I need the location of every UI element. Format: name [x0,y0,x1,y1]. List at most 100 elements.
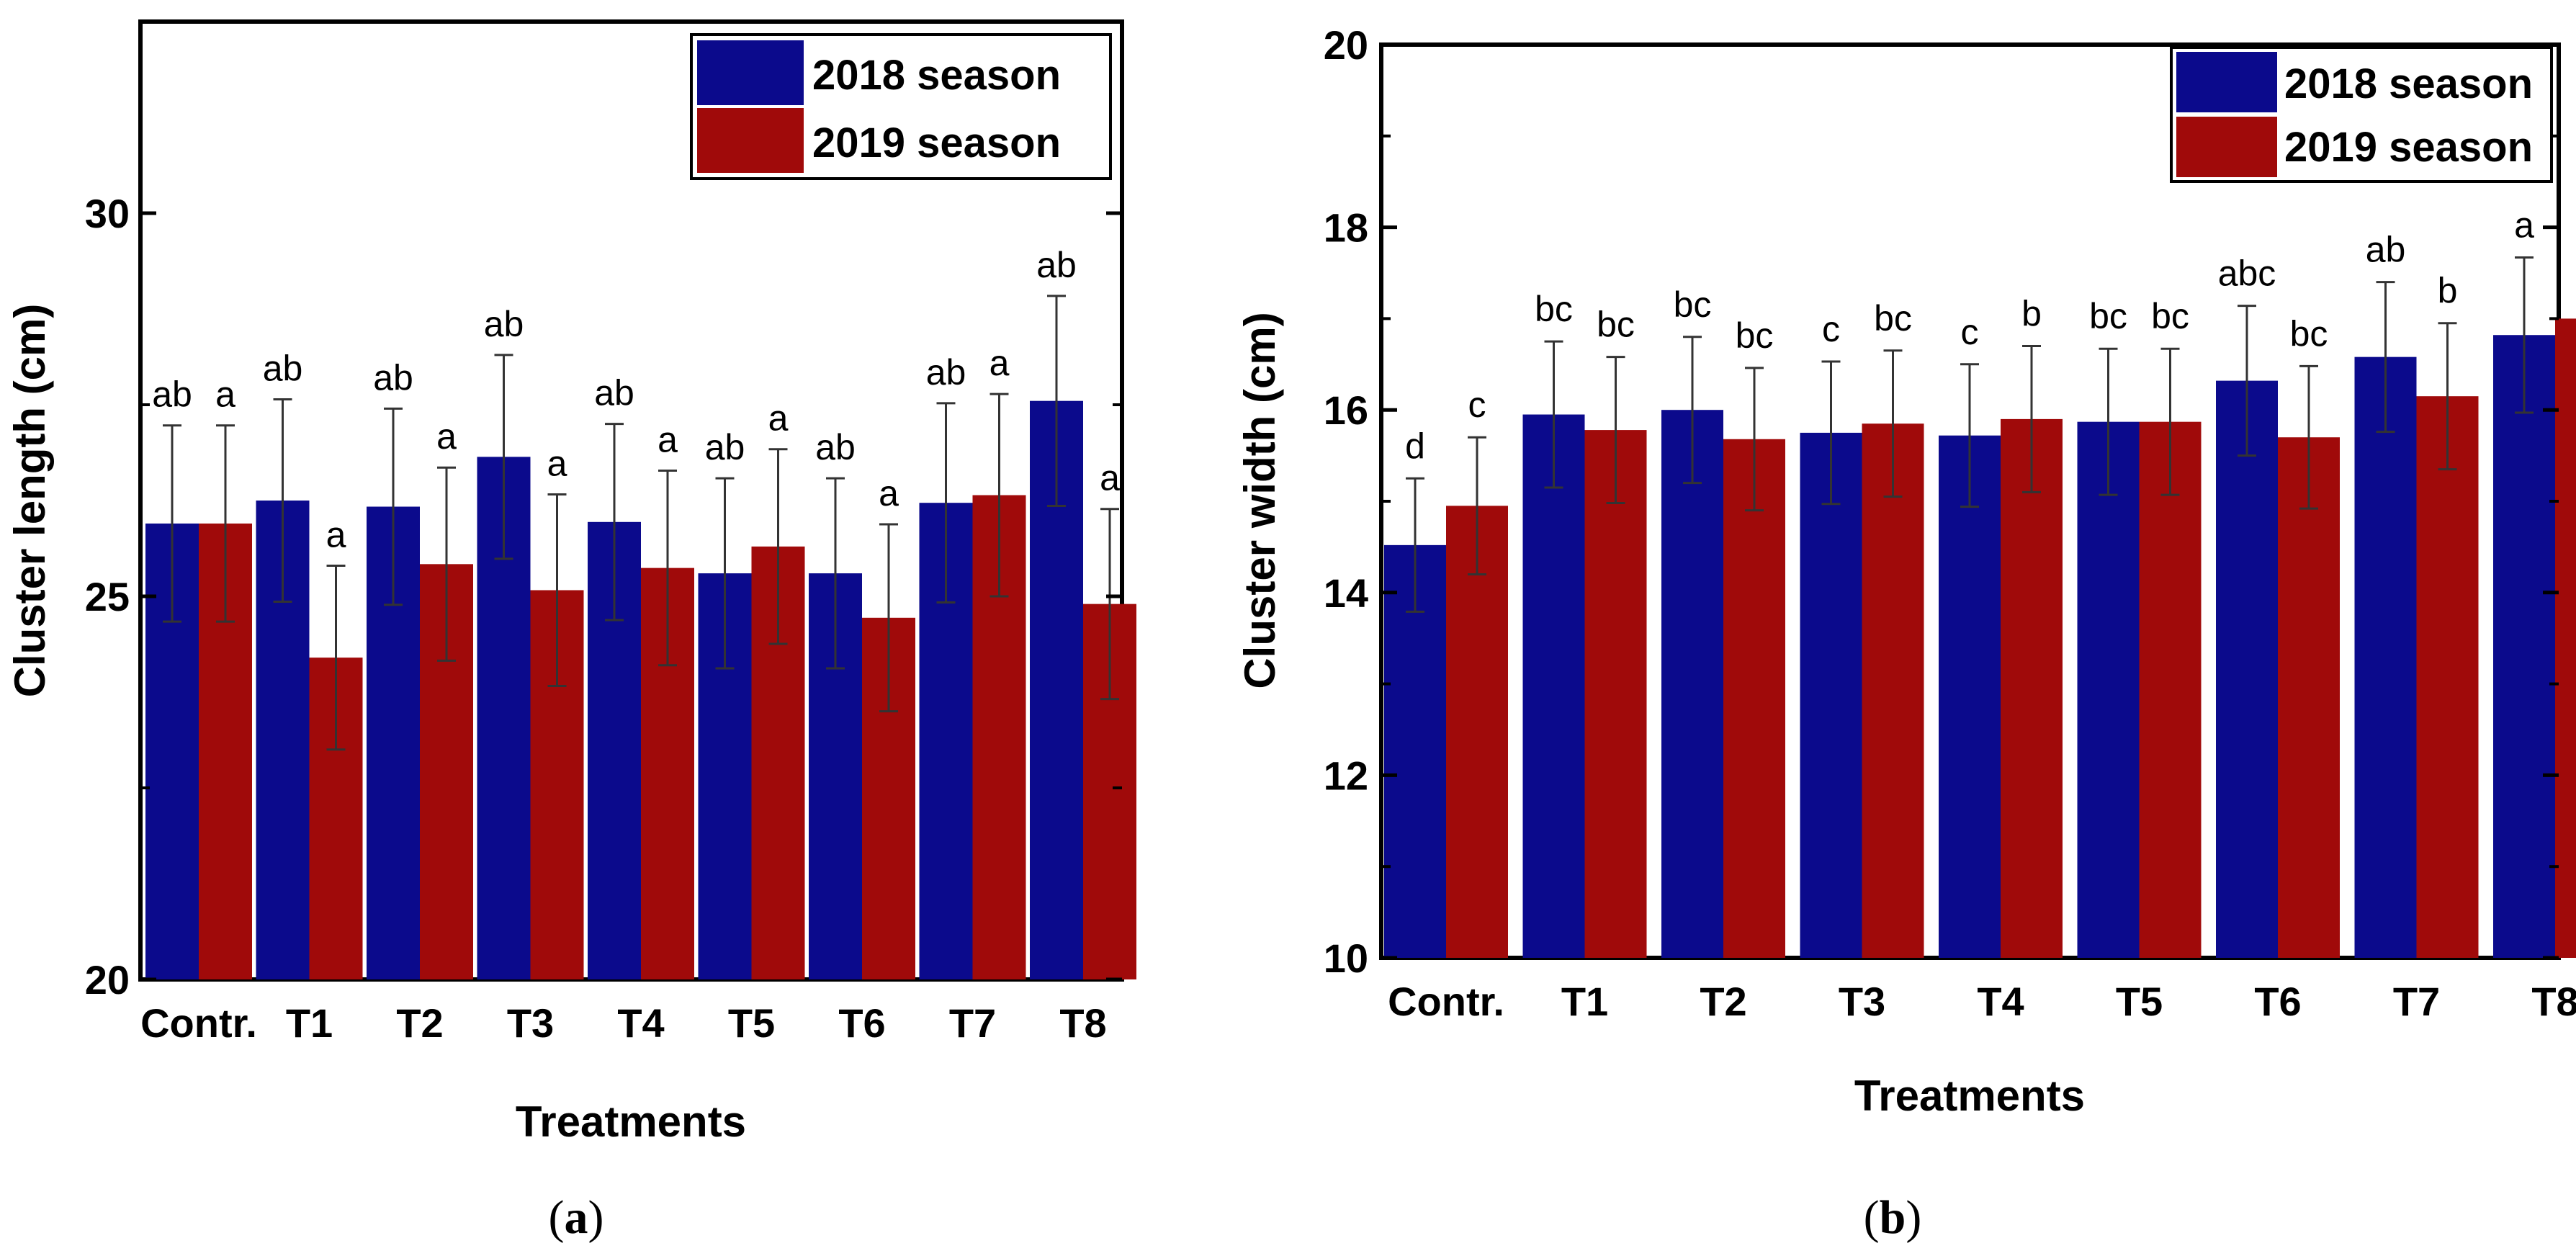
legend-label-2019: 2019 season [812,120,1061,166]
significance-letter: a [879,473,899,513]
x-tick-label: T2 [1700,979,1746,1024]
significance-letter: bc [2089,296,2127,336]
x-tick-label: T5 [728,1000,775,1046]
error-bar [1544,340,1563,489]
bar-2019-season-T7 [2416,396,2479,958]
error-bar [1745,367,1764,512]
error-bar [1960,363,1979,508]
legend: 2018 season 2019 season [690,33,1112,180]
bar-2019-season-T2 [1723,439,1785,958]
y-tick-label: 25 [85,574,130,619]
x-tick-label: T7 [949,1000,996,1046]
bar-2019-season-T8 [2555,318,2576,958]
x-tick-label: T5 [2116,979,2163,1024]
significance-letter: a [215,374,235,415]
error-bar [1100,508,1119,701]
legend-swatch-2018 [2176,52,2277,112]
y-axis-title: Cluster width (cm) [1236,312,1284,688]
x-axis-title: Treatments [516,1098,746,1146]
significance-letter: a [2514,205,2534,245]
error-bar [605,423,624,622]
y-axis-title: Cluster length (cm) [6,304,54,698]
bar-2018-season-T3 [1800,432,1862,958]
error-bar [2515,256,2534,414]
x-tick-label: T2 [396,1000,443,1046]
significance-letter: bc [1874,298,1912,338]
error-bar [826,477,845,670]
y-tick-label: 14 [1324,570,1368,616]
error-bar [273,398,292,603]
error-bar [1883,349,1903,498]
significance-letter: c [1468,385,1486,425]
plot-area: ab aContr.abaT1abaT2abaT3abaT4abaT5abaT6a… [85,20,1136,1046]
error-bar [2299,364,2318,510]
significance-letter: bc [1736,315,1774,356]
legend-label-2018: 2018 season [812,52,1061,99]
error-bar [936,402,956,604]
significance-letter: d [1405,426,1425,466]
significance-letter: b [2021,293,2042,333]
bar-2018-season-T7 [2354,356,2417,958]
y-tick-label: 18 [1324,205,1368,251]
legend: 2018 season 2019 season [2170,46,2553,183]
x-tick-label: T6 [838,1000,885,1046]
significance-letter: ab [2366,230,2406,270]
y-tick-label: 16 [1324,387,1368,433]
error-bar [326,564,346,751]
significance-letter: ab [373,357,413,398]
significance-letter: bc [2151,296,2189,336]
error-bar [1406,477,1424,613]
significance-letter: bc [1597,305,1635,345]
error-bar [384,407,403,606]
error-bar [2099,347,2118,496]
significance-letter: bc [1674,284,1712,325]
error-bar [2238,305,2256,457]
bar-2018-season-T1 [1522,414,1585,958]
legend-swatch-2019 [2176,117,2277,177]
error-bar [2022,344,2041,493]
x-tick-label: Contr. [1388,979,1504,1024]
x-tick-label: Contr. [140,1000,257,1046]
caption-a: (a) [549,1191,604,1244]
error-bar [989,392,1009,598]
error-bar [2160,347,2180,496]
significance-letter: ab [263,349,303,389]
bar-2018-season-T4 [1939,435,2001,958]
error-bar [2376,281,2395,434]
x-tick-label: T7 [2393,979,2440,1024]
significance-letter: c [1822,309,1840,349]
significance-letter: a [768,398,789,439]
x-tick-label: T3 [507,1000,554,1046]
bar-2018-season-T6 [2216,380,2278,958]
caption-b-letter: b [1880,1191,1906,1244]
error-bar [1047,295,1066,507]
significance-letter: a [326,514,346,555]
error-bar [163,424,181,623]
error-bar [2438,322,2457,471]
error-bar [1821,360,1841,506]
y-tick-label: 20 [85,957,130,1002]
legend-swatch-2019 [697,108,804,173]
bar-2018-season-T8 [2493,335,2555,958]
bar-2019-season-T5 [2139,421,2202,958]
caption-a-open: ( [549,1191,565,1244]
x-tick-label: T6 [2254,979,2301,1024]
significance-letter: ab [705,427,745,467]
bar-2019-season-Contr [1446,506,1508,958]
significance-letter: bc [1535,289,1573,329]
significance-letter: a [1100,458,1120,498]
x-tick-label: T1 [1561,979,1608,1024]
error-bar [1683,336,1702,485]
error-bar [658,470,677,667]
significance-letter: a [989,343,1010,383]
bar-2018-season-T2 [1661,410,1723,958]
chart-panel-a: ab aContr.abaT1abaT2abaT3abaT4abaT5abaT6a… [6,19,1136,1146]
x-tick-label: T4 [1977,979,2024,1024]
error-bar [715,477,735,670]
bar-2018-season-T5 [2077,421,2140,958]
x-tick-label: T1 [286,1000,333,1046]
significance-letter: ab [1036,245,1077,285]
caption-a-close: ) [588,1191,604,1244]
x-axis-title: Treatments [1854,1072,2085,1120]
